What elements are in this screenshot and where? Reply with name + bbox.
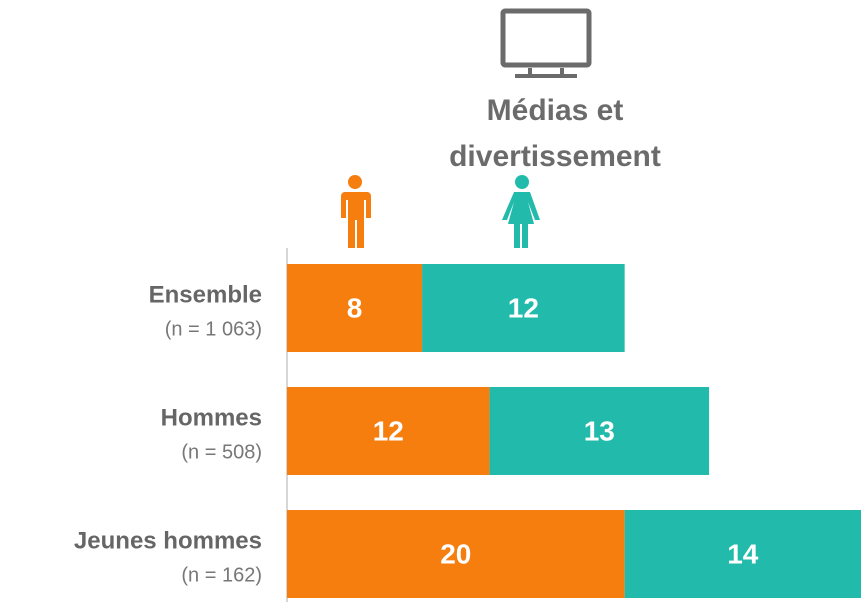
chart-title: Médias et divertissement [449,94,661,173]
value-label: 20 [440,538,471,569]
man-icon [341,175,371,248]
bar-segment [287,387,490,475]
category-label: Hommes [161,404,262,431]
bar-segment [287,264,423,352]
category-label: Ensemble [149,281,262,308]
category-note: (n = 1 063) [165,318,262,340]
value-label: 12 [373,415,404,446]
category-note: (n = 162) [181,564,262,586]
value-label: 13 [584,415,615,446]
bar-segment [287,510,625,598]
bar-segment [422,264,625,352]
bar-segment [489,387,710,475]
category-note: (n = 508) [181,441,262,463]
category-label: Jeunes hommes [74,527,262,554]
value-label: 12 [508,292,539,323]
tv-icon [500,8,592,78]
bar-segment [624,510,861,598]
woman-icon [502,175,540,248]
value-label: 14 [727,538,759,569]
value-label: 8 [347,292,363,323]
